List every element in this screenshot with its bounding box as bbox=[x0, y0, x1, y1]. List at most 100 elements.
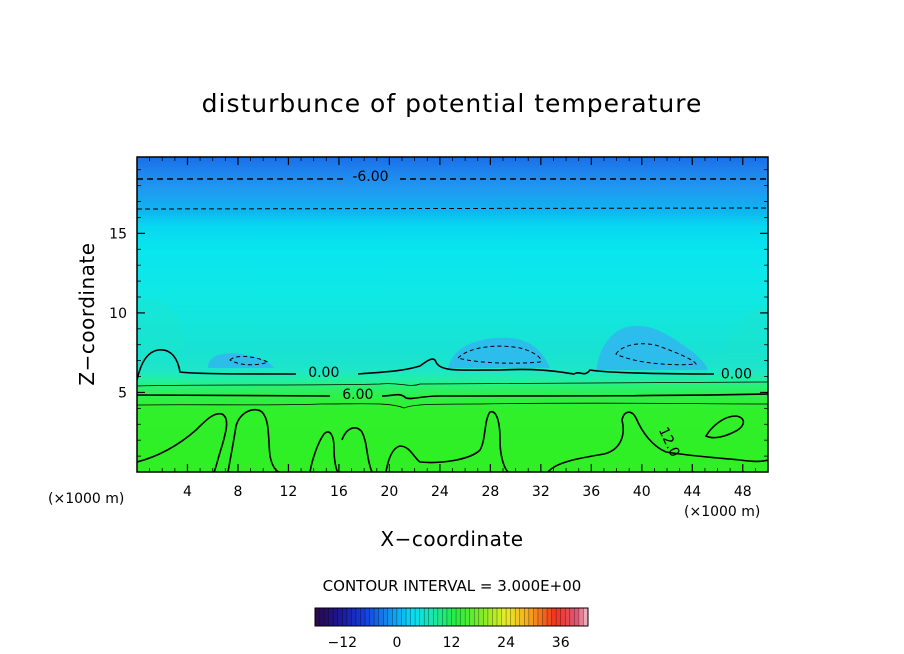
colorbar-swatch bbox=[515, 608, 521, 626]
colorbar-swatch bbox=[497, 608, 502, 626]
contour-line-minus3 bbox=[137, 207, 768, 210]
contour-line-0 bbox=[137, 349, 715, 381]
colorbar-swatch bbox=[401, 608, 407, 626]
contour-label: 6.00 bbox=[342, 387, 373, 403]
colorbar-swatch bbox=[424, 608, 430, 626]
x-axis-label: X−coordinate bbox=[380, 527, 523, 551]
colorbar-swatch bbox=[355, 608, 361, 626]
colorbar-tick-label: 24 bbox=[497, 635, 515, 651]
colorbar-swatch bbox=[451, 608, 457, 626]
colorbar-swatch bbox=[583, 608, 589, 626]
colorbar-swatch bbox=[419, 608, 425, 626]
colorbar-swatch bbox=[551, 608, 557, 626]
x-tick-label: 36 bbox=[582, 484, 600, 500]
colorbar bbox=[314, 607, 589, 627]
x-tick-label: 24 bbox=[431, 484, 449, 500]
contour-line-minus3-cell bbox=[457, 345, 542, 364]
contour-label: 0.00 bbox=[308, 365, 339, 381]
colorbar-swatch bbox=[378, 608, 384, 626]
colorbar-swatch bbox=[374, 608, 379, 626]
y-axis-label: Z−coordinate bbox=[75, 242, 99, 385]
colorbar-swatch bbox=[556, 608, 561, 626]
colorbar-swatch bbox=[360, 608, 366, 626]
colorbar-swatch bbox=[383, 608, 389, 626]
x-tick-label: 44 bbox=[683, 484, 701, 500]
contour-line-12 bbox=[137, 412, 228, 472]
colorbar-swatch bbox=[569, 608, 575, 626]
colorbar-swatch bbox=[328, 608, 334, 626]
y-axis-unit: (×1000 m) bbox=[48, 491, 124, 507]
x-tick-label: 12 bbox=[280, 484, 298, 500]
colorbar-swatch bbox=[396, 608, 402, 626]
contour-line-12 bbox=[309, 431, 339, 472]
contour-line-minus3-cell bbox=[229, 355, 270, 366]
colorbar-tick-label: −12 bbox=[328, 635, 358, 651]
colorbar-swatch bbox=[537, 608, 543, 626]
colorbar-tick-label: 0 bbox=[392, 635, 401, 651]
colorbar-swatch bbox=[337, 608, 343, 626]
colorbar-swatch bbox=[442, 608, 448, 626]
colorbar-swatch bbox=[315, 608, 320, 626]
colorbar-swatch bbox=[547, 608, 552, 626]
colorbar-swatch bbox=[446, 608, 452, 626]
y-tick-label: 5 bbox=[118, 385, 127, 401]
colorbar-swatch bbox=[460, 608, 466, 626]
colorbar-swatch bbox=[324, 608, 329, 626]
heatmap-patch bbox=[720, 305, 768, 360]
colorbar-ticks: −12 0 12 24 36 bbox=[328, 635, 570, 651]
colorbar-swatch bbox=[560, 608, 566, 626]
colorbar-swatch bbox=[492, 608, 498, 626]
x-axis-unit: (×1000 m) bbox=[684, 504, 760, 520]
y-tick-label: 10 bbox=[109, 306, 127, 322]
colorbar-swatch bbox=[415, 608, 420, 626]
colorbar-swatch bbox=[474, 608, 480, 626]
colorbar-swatch bbox=[346, 608, 352, 626]
colorbar-swatch bbox=[506, 608, 511, 626]
contour-label-text: 6.00 bbox=[342, 387, 373, 403]
heatmap-patch bbox=[137, 298, 186, 360]
x-tick-label: 28 bbox=[481, 484, 499, 500]
contour-label-text: -6.00 bbox=[352, 169, 388, 185]
y-tick-label: 15 bbox=[109, 226, 127, 242]
colorbar-swatch bbox=[478, 608, 484, 626]
colorbar-swatch bbox=[519, 608, 525, 626]
contour-line-6 bbox=[137, 393, 768, 400]
colorbar-swatch bbox=[365, 608, 370, 626]
colorbar-swatch bbox=[369, 608, 375, 626]
colorbar-swatch bbox=[433, 608, 439, 626]
colorbar-swatch bbox=[501, 608, 507, 626]
colorbar-tick-label: 36 bbox=[552, 635, 570, 651]
heatmap-patch bbox=[448, 337, 550, 368]
contour-line-9 bbox=[137, 402, 768, 409]
plot-area bbox=[137, 157, 768, 472]
x-tick-label: 20 bbox=[380, 484, 398, 500]
colorbar-swatch bbox=[342, 608, 348, 626]
contour-interval-text: CONTOUR INTERVAL = 3.000E+00 bbox=[323, 577, 582, 595]
contour-line-12 bbox=[341, 427, 373, 472]
colorbar-swatch bbox=[528, 608, 534, 626]
contour-line-12 bbox=[547, 411, 768, 472]
colorbar-swatch bbox=[510, 608, 516, 626]
colorbar-tick-label: 12 bbox=[443, 635, 461, 651]
contour-line-3 bbox=[137, 381, 768, 387]
x-tick-label: 32 bbox=[532, 484, 550, 500]
chart-title: disturbunce of potential temperature bbox=[202, 89, 703, 118]
colorbar-swatch bbox=[319, 608, 325, 626]
x-tick-label: 40 bbox=[633, 484, 651, 500]
colorbar-swatch bbox=[565, 608, 571, 626]
contour-label: -6.00 bbox=[352, 169, 388, 185]
contour-label-text: 0.00 bbox=[308, 365, 339, 381]
contour-line-12 bbox=[704, 415, 745, 439]
colorbar-swatch bbox=[406, 608, 411, 626]
contour-line-minus3-cell bbox=[615, 343, 697, 366]
x-tick-label: 16 bbox=[330, 484, 348, 500]
colorbar-swatch bbox=[351, 608, 357, 626]
x-tick-label: 8 bbox=[233, 484, 242, 500]
colorbar-swatch bbox=[387, 608, 393, 626]
heatmap-patch bbox=[596, 325, 708, 370]
colorbar-swatch bbox=[437, 608, 443, 626]
colorbar-swatch bbox=[456, 608, 461, 626]
colorbar-swatch bbox=[483, 608, 489, 626]
colorbar-swatch bbox=[533, 608, 539, 626]
